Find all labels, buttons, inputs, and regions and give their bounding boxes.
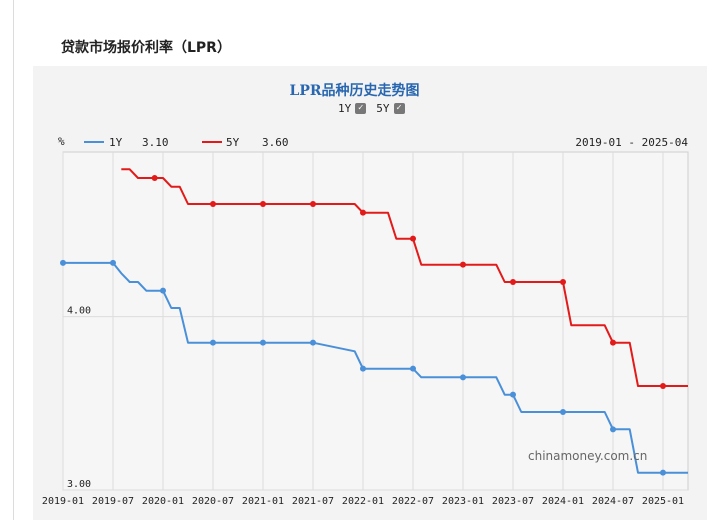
series-toggles: 1Y ✓ 5Y ✓ [338,102,411,115]
data-point-5y [310,201,316,207]
data-point-5y [610,339,616,346]
data-point-1y [660,469,666,476]
toggle-1y-checkbox[interactable]: ✓ [355,103,367,114]
data-point-5y [660,383,666,389]
legend-5y-value: 3.60 [262,136,289,149]
y-tick-label: 4.00 [67,306,91,317]
data-point-1y [510,391,516,398]
legend: 1Y 3.10 5Y 3.60 [84,136,289,149]
data-point-1y [360,365,366,372]
y-tick-label: 3.00 [67,479,91,490]
data-point-1y [610,426,616,433]
y-axis-unit-label: % [58,135,65,148]
data-point-5y [151,175,158,181]
x-tick-label: 2020-01 [142,496,184,507]
date-range-label: 2019-01 - 2025-04 [575,136,688,149]
data-point-1y [60,259,66,266]
legend-1y-value: 3.10 [142,136,169,149]
legend-5y-name[interactable]: 5Y [226,136,240,149]
data-point-5y [410,235,416,242]
data-point-1y [110,259,116,266]
watermark: chinamoney.com.cn [528,449,647,463]
data-point-5y [460,261,466,268]
data-point-1y [560,409,566,415]
x-tick-label: 2021-01 [242,496,284,507]
data-point-5y [510,279,516,285]
data-point-5y [360,209,366,216]
x-tick-label: 2022-07 [392,496,434,507]
x-tick-label: 2024-01 [542,496,584,507]
data-point-5y [210,201,216,207]
data-point-1y [410,365,416,372]
series-line-5y [121,168,688,387]
x-tick-label: 2023-07 [492,496,534,507]
toggle-1y-label: 1Y [338,102,352,115]
data-point-1y [210,339,216,346]
x-tick-label: 2019-07 [92,496,134,507]
x-tick-label: 2022-01 [342,496,384,507]
legend-1y-name[interactable]: 1Y [109,136,123,149]
data-point-1y [260,339,266,346]
page-title: 贷款市场报价利率（LPR） [61,40,231,56]
data-point-5y [560,279,566,285]
x-tick-label: 2023-01 [442,496,484,507]
x-tick-label: 2021-07 [292,496,334,507]
x-tick-label: 2025-01 [642,496,684,507]
plot-area [62,151,689,491]
x-tick-label: 2024-07 [592,496,634,507]
data-point-1y [460,374,466,381]
x-tick-label: 2020-07 [192,496,234,507]
data-point-1y [310,339,316,346]
data-point-5y [260,201,266,207]
chart-title: LPR品种历史走势图 [289,83,420,99]
toggle-5y-checkbox[interactable]: ✓ [393,103,405,114]
x-tick-label: 2019-01 [42,496,84,507]
toggle-5y-label: 5Y [376,102,390,115]
data-point-1y [160,287,166,294]
